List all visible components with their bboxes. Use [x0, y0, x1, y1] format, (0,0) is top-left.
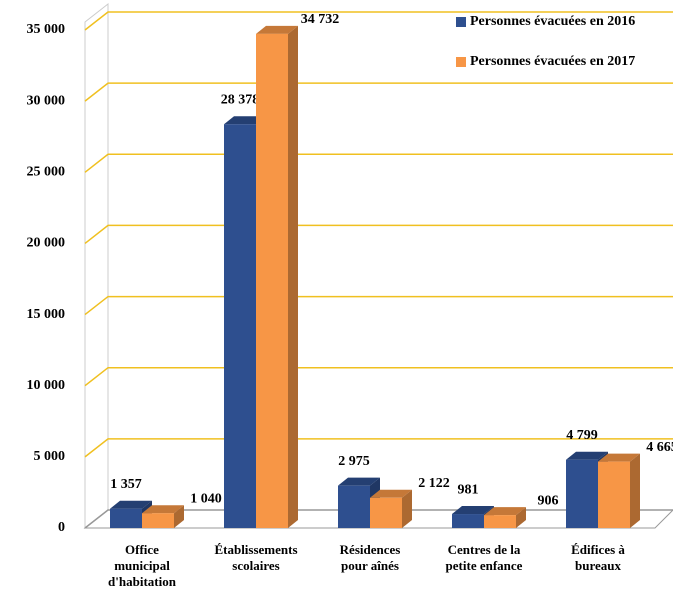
value-label: 981 [458, 482, 479, 497]
x-tick-label: Édifices à bureaux [571, 542, 625, 573]
value-label: 28 378 [221, 92, 260, 107]
y-tick-label: 10 000 [27, 378, 66, 393]
grid-line [84, 295, 673, 316]
bar-front [110, 508, 142, 528]
y-tick-label: 35 000 [27, 22, 66, 37]
bar-front [256, 33, 288, 528]
grid-line [84, 82, 673, 102]
legend-label: Personnes évacuées en 2016 [470, 14, 635, 29]
value-label: 4 665 [646, 440, 673, 455]
y-tick-label: 5 000 [34, 449, 66, 464]
legend-swatch [456, 57, 466, 67]
bar-top [224, 116, 266, 125]
bar [338, 477, 380, 528]
bar [256, 25, 298, 528]
bar-side [174, 505, 184, 528]
bar-front [142, 513, 174, 528]
bar-top [142, 505, 184, 514]
x-tick-label: Office municipal d'habitation [108, 542, 176, 589]
y-tick-label: 30 000 [27, 93, 66, 108]
bar-side [288, 25, 298, 528]
grid-line [84, 224, 673, 245]
bar-front [566, 459, 598, 528]
bar [598, 453, 640, 528]
y-tick-label: 15 000 [27, 307, 66, 322]
bar-top [110, 500, 152, 509]
grid-line [84, 366, 673, 387]
grid-line [84, 438, 673, 458]
y-tick-label: 20 000 [27, 236, 66, 251]
grid-line [84, 11, 673, 31]
value-label: 2 975 [338, 454, 370, 469]
x-tick-label: Résidences pour aînés [339, 542, 401, 573]
bar-front [452, 514, 484, 528]
bar [370, 489, 412, 528]
bar-side [630, 453, 640, 528]
bar-top [370, 489, 412, 498]
bar-front [598, 461, 630, 528]
bar-top [338, 477, 380, 486]
legend-swatch [456, 17, 466, 27]
bar [142, 505, 184, 528]
bar-front [338, 485, 370, 528]
bar-top [598, 453, 640, 462]
value-label: 2 122 [418, 476, 450, 491]
bar-side [402, 489, 412, 528]
bar-top [452, 506, 494, 515]
value-label: 906 [538, 493, 559, 508]
bar-top [256, 25, 298, 34]
bar-top [566, 451, 608, 460]
x-tick-label: Centres de la petite enfance [445, 542, 523, 573]
bar [484, 507, 526, 528]
back-wall [84, 2, 109, 530]
value-label: 1 040 [190, 491, 222, 506]
bar-side [516, 507, 526, 528]
bar-top [484, 507, 526, 516]
x-tick-label: Établissements scolaires [214, 542, 298, 573]
value-label: 34 732 [301, 12, 340, 27]
y-tick-label: 25 000 [27, 165, 66, 180]
grid-line [84, 153, 673, 173]
bar-front [224, 124, 256, 528]
bar-front [370, 497, 402, 528]
value-label: 1 357 [110, 477, 142, 492]
y-tick-label: 0 [58, 520, 65, 535]
bar-front [484, 515, 516, 528]
legend-label: Personnes évacuées en 2017 [470, 54, 635, 69]
value-label: 4 799 [566, 428, 598, 443]
